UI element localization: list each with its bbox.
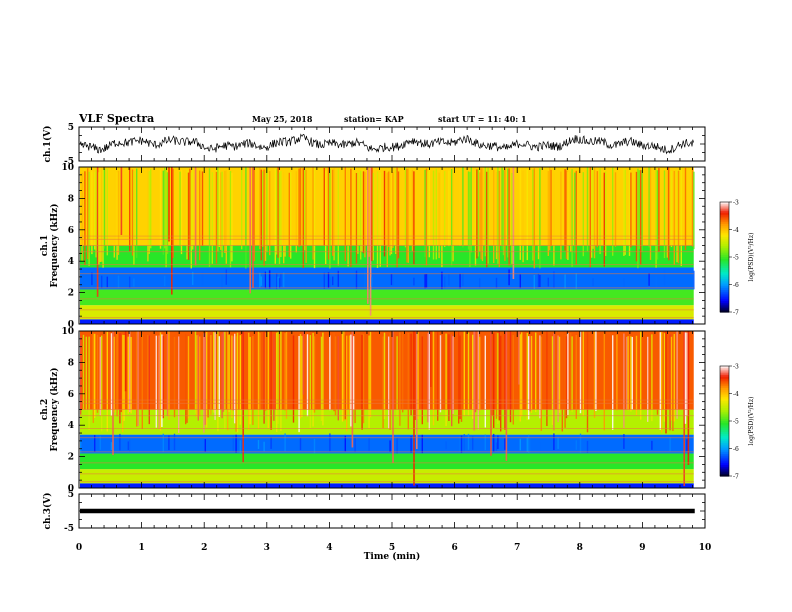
colorbar-tick--5: -5 bbox=[733, 419, 739, 426]
colorbar-tick--6: -6 bbox=[733, 282, 739, 289]
spectrogram-ch2-x-ticks bbox=[78, 331, 706, 488]
spectrogram-ch2-streaks bbox=[80, 331, 690, 487]
spectrogram-ch1-ylabel: Frequency (kHz) bbox=[49, 203, 60, 287]
ch1-waveform-y-tick-5: 5 bbox=[68, 123, 74, 133]
ch3-waveform-y-tick-5: 5 bbox=[68, 490, 74, 500]
y-tick-label-8: 8 bbox=[68, 358, 74, 368]
freq-band-1 bbox=[80, 469, 694, 484]
spectrogram-ch1-streaks bbox=[81, 167, 695, 316]
date-label: May 25, 2018 bbox=[252, 114, 313, 124]
colorbar-tick--4: -4 bbox=[733, 227, 739, 234]
ch1-waveform-y-tick--5: -5 bbox=[64, 157, 74, 167]
colorbar-tick--3: -3 bbox=[733, 364, 739, 371]
spectrogram-ch1-tone-lines bbox=[80, 235, 694, 319]
freq-band-2 bbox=[80, 453, 694, 470]
y-tick-label-4: 4 bbox=[68, 257, 74, 267]
y-tick-label-4: 4 bbox=[68, 421, 74, 431]
spectrogram-ch2 bbox=[80, 331, 694, 488]
y-tick-label-10: 10 bbox=[61, 163, 74, 173]
ch3-waveform-y-tick--5: -5 bbox=[64, 524, 74, 534]
freq-band-0 bbox=[80, 319, 694, 324]
y-tick-label-0: 0 bbox=[68, 484, 74, 494]
y-tick-label-2: 2 bbox=[68, 453, 74, 463]
freq-band-4 bbox=[80, 409, 694, 435]
ch1-waveform-x-ticks bbox=[78, 127, 706, 161]
spectrogram-ch1-x-ticks bbox=[78, 167, 706, 324]
x-tick-label-8: 8 bbox=[577, 543, 583, 553]
spectrogram-ch2-tone-lines bbox=[80, 399, 694, 483]
x-tick-label-10: 10 bbox=[699, 543, 712, 553]
spectrogram-ch1-colorbar-label: log(PSD)(V²/Hz) bbox=[748, 233, 755, 282]
colorbar-tick--7: -7 bbox=[733, 310, 739, 317]
station-label: station= KAP bbox=[344, 114, 404, 124]
spectrogram-ch2-channel-label: ch.2 bbox=[40, 399, 50, 420]
x-tick-label-2: 2 bbox=[201, 543, 207, 553]
ch1-waveform-line bbox=[79, 133, 694, 155]
spectrogram-ch1-colorbar: -3 -4 -5 -6 -7 log(PSD)(V²/Hz) bbox=[719, 200, 755, 317]
x-tick-label-3: 3 bbox=[264, 543, 270, 553]
spectrogram-ch2-colorbar-label: log(PSD)(V²/Hz) bbox=[748, 397, 755, 446]
x-tick-label-4: 4 bbox=[326, 543, 332, 553]
ch3-waveform-x-ticks bbox=[78, 494, 706, 528]
y-tick-label-10: 10 bbox=[61, 327, 74, 337]
spectrogram-ch2-ylabel: Frequency (kHz) bbox=[49, 367, 60, 451]
y-tick-label-0: 0 bbox=[68, 320, 74, 330]
freq-band-5 bbox=[80, 331, 694, 410]
freq-band-1 bbox=[80, 305, 694, 320]
freq-band-2 bbox=[80, 289, 694, 306]
start-ut-label: start UT = 11: 40: 1 bbox=[438, 114, 527, 124]
ch3-waveform-ylabel: ch.3(V) bbox=[42, 493, 53, 530]
y-tick-label-8: 8 bbox=[68, 194, 74, 204]
x-tick-label-1: 1 bbox=[138, 543, 144, 553]
colorbar-tick--6: -6 bbox=[733, 446, 739, 453]
x-tick-label-5: 5 bbox=[389, 543, 395, 553]
spectrogram-ch2-colorbar: -3 -4 -5 -6 -7 log(PSD)(V²/Hz) bbox=[719, 364, 755, 481]
spectrogram-ch1-channel-label: ch.1 bbox=[40, 235, 50, 256]
x-tick-label-0: 0 bbox=[76, 543, 82, 553]
x-tick-label-9: 9 bbox=[639, 543, 645, 553]
x-axis-label: Time (min) bbox=[364, 551, 421, 562]
colorbar-tick--5: -5 bbox=[733, 255, 739, 262]
colorbar-tick--4: -4 bbox=[733, 391, 739, 398]
spectrogram-ch1 bbox=[80, 167, 695, 324]
x-tick-label-6: 6 bbox=[451, 543, 457, 553]
y-tick-label-2: 2 bbox=[68, 289, 74, 299]
x-tick-label-7: 7 bbox=[514, 543, 520, 553]
ch1-waveform-ylabel: ch.1(V) bbox=[42, 126, 53, 163]
figure-title: VLF Spectra bbox=[79, 112, 155, 125]
y-tick-label-6: 6 bbox=[68, 226, 74, 236]
y-tick-label-6: 6 bbox=[68, 390, 74, 400]
colorbar-tick--7: -7 bbox=[733, 474, 739, 481]
colorbar-tick--3: -3 bbox=[733, 200, 739, 207]
freq-band-0 bbox=[80, 483, 694, 488]
